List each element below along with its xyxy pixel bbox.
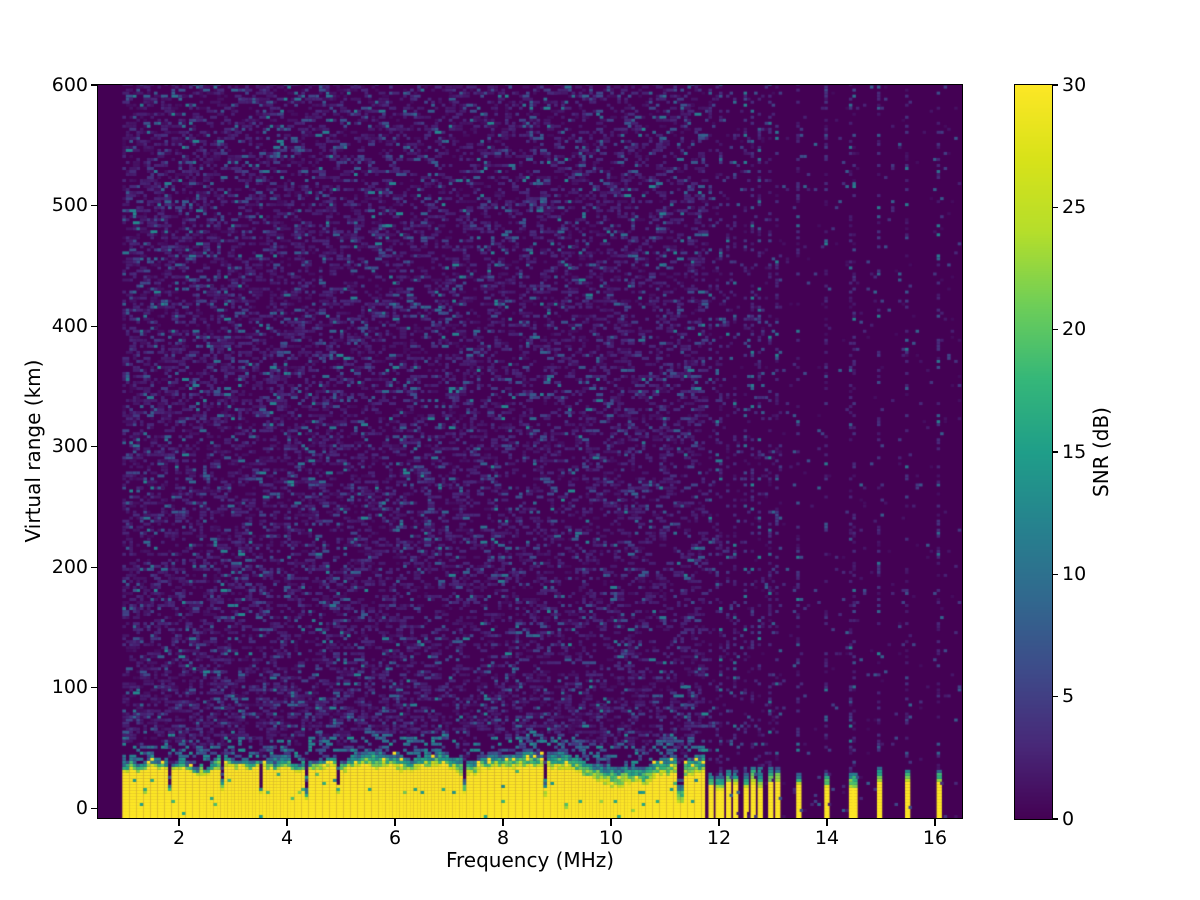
colorbar-tick-mark xyxy=(1052,206,1059,208)
colorbar-canvas xyxy=(1013,83,1053,820)
x-tick-mark xyxy=(610,818,612,826)
colorbar-tick-label: 25 xyxy=(1062,195,1087,218)
x-tick-label: 12 xyxy=(706,827,732,849)
colorbar-tick-mark xyxy=(1052,451,1059,453)
y-tick-mark xyxy=(90,446,98,448)
x-tick-mark xyxy=(286,818,288,826)
y-axis-label: Virtual range (km) xyxy=(21,359,45,543)
x-tick-mark xyxy=(826,818,828,826)
colorbar-tick-mark xyxy=(1052,84,1059,86)
x-tick-label: 4 xyxy=(280,827,294,849)
colorbar-tick-label: 0 xyxy=(1062,807,1075,830)
colorbar-label: SNR (dB) xyxy=(1089,407,1113,497)
y-tick-label: 300 xyxy=(51,435,88,458)
y-tick-label: 0 xyxy=(75,796,88,819)
y-tick-label: 100 xyxy=(51,676,88,699)
y-tick-label: 600 xyxy=(51,73,88,96)
x-tick-label: 10 xyxy=(598,827,624,849)
x-tick-mark xyxy=(718,818,720,826)
colorbar-tick-label: 30 xyxy=(1062,73,1087,96)
x-tick-mark xyxy=(502,818,504,826)
colorbar-tick-mark xyxy=(1052,818,1059,820)
x-tick-label: 2 xyxy=(172,827,186,849)
y-tick-mark xyxy=(90,687,98,689)
y-tick-label: 400 xyxy=(51,314,88,337)
x-tick-label: 8 xyxy=(496,827,510,849)
x-tick-mark xyxy=(178,818,180,826)
y-tick-mark xyxy=(90,204,98,207)
ionogram-heatmap-canvas xyxy=(96,83,963,819)
colorbar-tick-mark xyxy=(1052,329,1059,331)
x-tick-mark xyxy=(934,818,936,826)
colorbar-tick-mark xyxy=(1052,573,1059,575)
x-tick-label: 6 xyxy=(388,827,402,849)
x-tick-label: 16 xyxy=(922,827,948,849)
colorbar-tick-mark xyxy=(1052,696,1059,698)
y-tick-mark xyxy=(90,566,98,568)
y-tick-label: 200 xyxy=(51,555,88,578)
colorbar-tick-label: 10 xyxy=(1062,562,1087,585)
y-tick-mark xyxy=(90,84,98,86)
y-tick-mark xyxy=(90,807,98,809)
x-axis-label: Frequency (MHz) xyxy=(445,848,615,872)
y-tick-label: 500 xyxy=(51,194,88,217)
colorbar-tick-label: 20 xyxy=(1062,318,1087,341)
colorbar-tick-label: 5 xyxy=(1062,685,1075,708)
x-tick-label: 14 xyxy=(814,827,840,849)
colorbar-tick-label: 15 xyxy=(1062,440,1087,463)
x-tick-mark xyxy=(394,818,396,826)
y-tick-mark xyxy=(90,325,98,327)
